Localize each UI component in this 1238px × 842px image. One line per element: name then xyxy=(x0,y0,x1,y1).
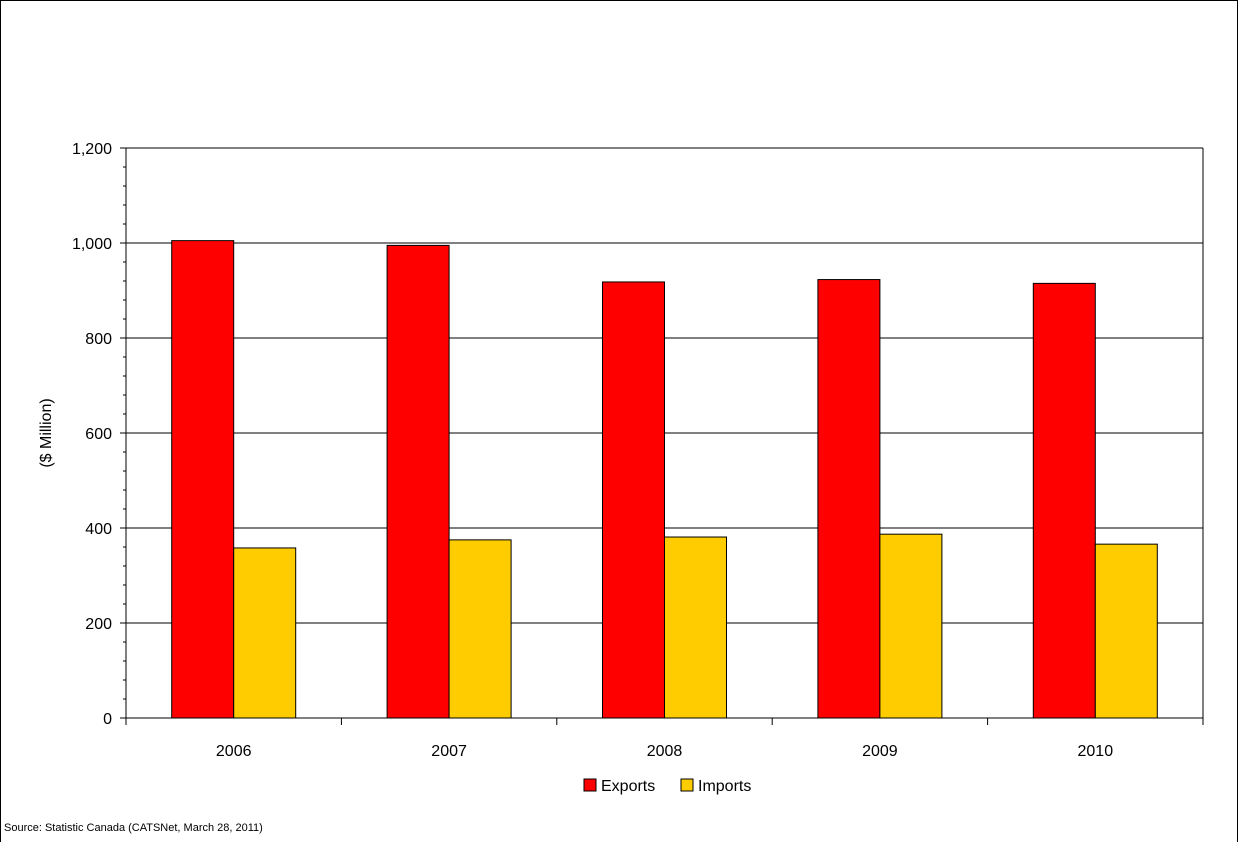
legend-swatch-imports xyxy=(680,778,694,792)
y-tick-label-2: 400 xyxy=(85,521,112,538)
y-axis-title: ($ Million) xyxy=(38,398,55,467)
x-tick-label-2007: 2007 xyxy=(431,743,467,760)
x-tick-label-2008: 2008 xyxy=(647,743,683,760)
x-tick-label-2010: 2010 xyxy=(1078,743,1114,760)
y-tick-label-4: 800 xyxy=(85,331,112,348)
bar-imports-2006 xyxy=(233,547,297,719)
legend-swatch-exports xyxy=(583,778,597,792)
source-note: Source: Statistic Canada (CATSNet, March… xyxy=(4,822,263,834)
y-tick-label-1: 200 xyxy=(85,616,112,633)
bar-exports-2006 xyxy=(171,240,235,719)
bar-imports-2010 xyxy=(1094,543,1158,719)
y-tick-label-6: 1,200 xyxy=(72,141,112,158)
legend: Exports Imports xyxy=(583,778,751,795)
bar-exports-2007 xyxy=(386,244,450,719)
bar-imports-2008 xyxy=(664,536,727,719)
bar-exports-2010 xyxy=(1032,282,1096,719)
x-tick-label-2006: 2006 xyxy=(216,743,252,760)
legend-label-imports: Imports xyxy=(698,778,751,795)
y-tick-label-0: 0 xyxy=(103,711,112,728)
bars xyxy=(171,240,1158,719)
axis-labels: 0 200 400 600 800 1,000 1,200 ($ Million) 2006 20… xyxy=(38,141,1113,760)
y-tick-label-5: 1,000 xyxy=(72,236,112,253)
x-tick-label-2009: 2009 xyxy=(862,743,898,760)
bar-exports-2009 xyxy=(817,279,881,719)
bar-exports-2008 xyxy=(602,281,665,719)
bar-imports-2009 xyxy=(879,533,943,719)
bar-imports-2007 xyxy=(448,539,512,719)
legend-label-exports: Exports xyxy=(601,778,655,795)
y-tick-label-3: 600 xyxy=(85,426,112,443)
